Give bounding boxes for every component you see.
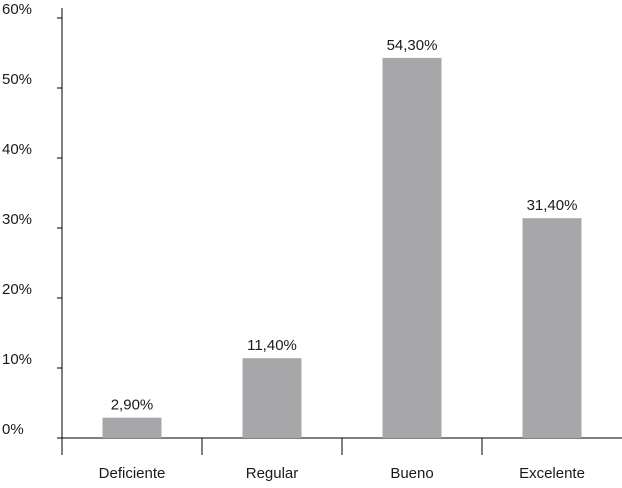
data-labels-group: 2,90% 11,40% 54,30% 31,40%	[111, 37, 578, 414]
bars-group	[102, 57, 582, 439]
category-label-bueno: Bueno	[390, 465, 433, 482]
y-tick-label: 40%	[2, 141, 32, 158]
y-tick-label: 60%	[2, 1, 32, 18]
y-axis-ticks: 0% 10% 20% 30% 40% 50% 60%	[2, 1, 62, 439]
bar-regular	[242, 358, 302, 438]
bar-bueno	[382, 57, 442, 439]
category-labels-group: Deficiente Regular Bueno Excelente	[99, 465, 585, 482]
category-label-regular: Regular	[246, 465, 299, 482]
y-tick-label: 0%	[2, 421, 24, 438]
y-tick-label: 20%	[2, 281, 32, 298]
bar-deficiente	[102, 417, 162, 438]
data-label-bueno: 54,30%	[387, 37, 438, 54]
y-tick-label: 10%	[2, 351, 32, 368]
data-label-deficiente: 2,90%	[111, 397, 154, 414]
data-label-regular: 11,40%	[247, 337, 297, 354]
y-tick-label: 50%	[2, 71, 32, 88]
y-tick-label: 30%	[2, 211, 32, 228]
category-label-deficiente: Deficiente	[99, 465, 166, 482]
data-label-excelente: 31,40%	[527, 197, 578, 214]
bar-excelente	[522, 218, 582, 438]
x-axis-ticks	[201, 438, 483, 455]
category-label-excelente: Excelente	[519, 465, 585, 482]
